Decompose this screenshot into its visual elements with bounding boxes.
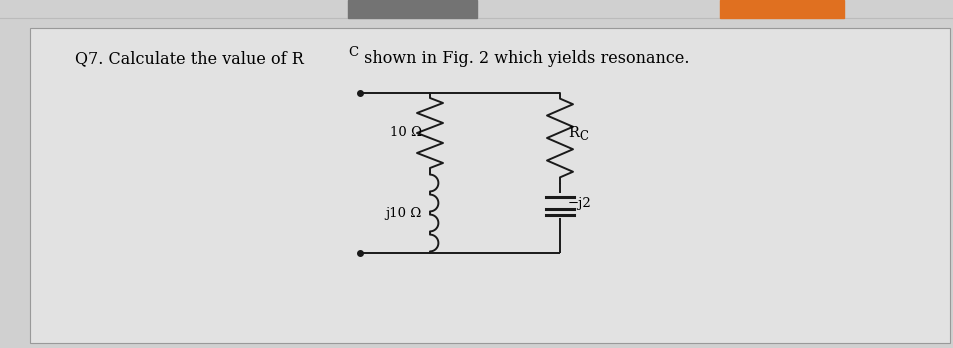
Text: j10 Ω: j10 Ω	[385, 206, 421, 220]
Bar	[720, 0, 843, 18]
Text: C: C	[578, 130, 587, 143]
Text: R: R	[567, 126, 578, 140]
Text: 10 Ω: 10 Ω	[390, 127, 421, 140]
Text: −j2: −j2	[567, 197, 591, 209]
Text: C: C	[348, 46, 357, 59]
Text: Q7. Calculate the value of R: Q7. Calculate the value of R	[75, 50, 304, 67]
Text: shown in Fig. 2 which yields resonance.: shown in Fig. 2 which yields resonance.	[358, 50, 689, 67]
Bar	[348, 0, 476, 18]
